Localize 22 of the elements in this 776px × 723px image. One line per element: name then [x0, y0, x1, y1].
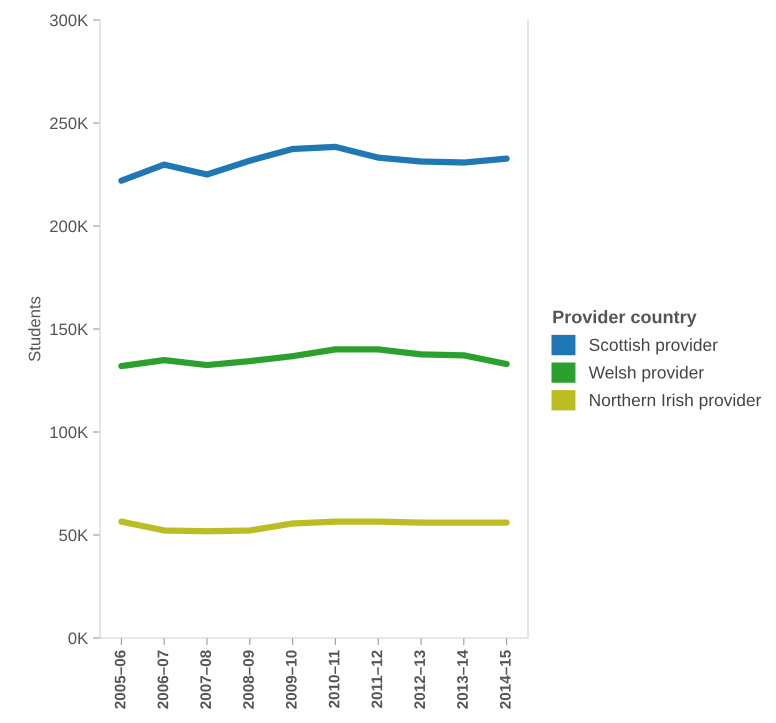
legend-label: Scottish provider — [589, 338, 718, 354]
x-tick-label: 2012–13 — [414, 650, 426, 709]
y-tick-label: 250K — [50, 117, 88, 130]
y-tick-label: 150K — [50, 323, 88, 336]
x-tick-label: 2011–12 — [371, 650, 382, 708]
y-axis-title: Students — [28, 296, 40, 362]
y-tick-label: 300K — [50, 14, 88, 26]
x-tick-label: 2007–08 — [200, 650, 212, 709]
y-tick-label: 200K — [50, 220, 88, 232]
legend-label: Welsh provider — [588, 366, 704, 382]
x-tick-label: 2005–06 — [114, 650, 126, 709]
x-tick-label: 2008–09 — [243, 650, 254, 709]
x-tick-label: 2014–15 — [500, 650, 511, 709]
y-tick-label: 0K — [68, 632, 88, 644]
y-tick-label: 100K — [50, 426, 88, 438]
legend-title: Provider country — [553, 310, 697, 327]
x-tick-label: 2006–07 — [157, 650, 168, 709]
y-tick-label: 50K — [59, 529, 88, 542]
x-tick-label: 2009–10 — [286, 650, 297, 709]
x-tick-label: 2010–11 — [328, 650, 340, 708]
legend-label: Northern Irish provider — [590, 393, 762, 410]
x-tick-label: 2013–14 — [457, 650, 468, 709]
